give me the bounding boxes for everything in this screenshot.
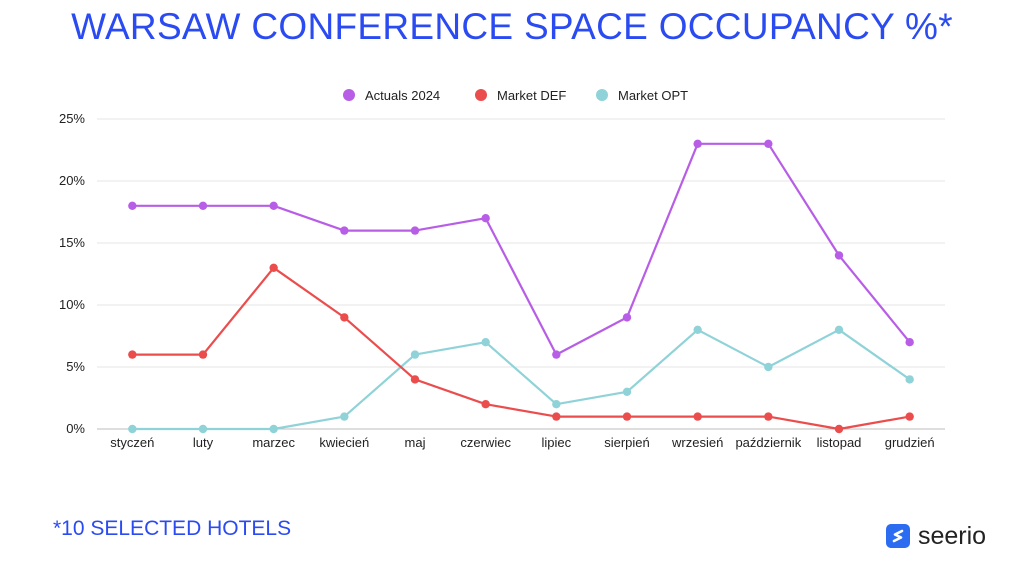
data-point: [905, 375, 914, 384]
x-tick-label: sierpień: [604, 435, 650, 450]
x-tick-label: kwiecień: [319, 435, 369, 450]
data-point: [693, 412, 702, 421]
legend-marker: [475, 89, 487, 101]
legend-label: Actuals 2024: [365, 88, 440, 103]
legend-label: Market OPT: [618, 88, 688, 103]
y-axis-ticks: 0% 5% 10% 15% 20% 25%: [59, 111, 85, 436]
y-tick-label: 15%: [59, 235, 85, 250]
data-point: [764, 362, 773, 372]
data-point: [834, 325, 844, 334]
data-point: [198, 424, 208, 434]
data-point: [269, 263, 278, 272]
x-tick-label: marzec: [252, 435, 295, 450]
x-tick-label: lipiec: [542, 435, 572, 450]
data-point: [269, 201, 278, 210]
data-point: [481, 338, 490, 347]
y-tick-label: 5%: [66, 359, 85, 374]
data-point: [128, 201, 137, 210]
data-point: [905, 412, 914, 421]
data-point: [410, 350, 420, 359]
data-point: [834, 424, 844, 434]
x-tick-label: styczeń: [110, 435, 154, 450]
y-tick-label: 20%: [59, 173, 85, 188]
data-point: [128, 424, 137, 434]
series-line: [132, 328, 911, 431]
brand-name: seerio: [918, 521, 987, 550]
data-point: [552, 412, 561, 421]
chart-title: WARSAW CONFERENCE SPACE OCCUPANCY %*: [71, 6, 953, 47]
x-tick-label: luty: [193, 435, 214, 450]
series-layer: [128, 139, 914, 434]
data-point: [269, 424, 278, 434]
data-point: [128, 350, 137, 359]
data-point: [622, 412, 632, 421]
series-line: [132, 266, 910, 431]
grid-lines: [97, 118, 945, 430]
data-point: [340, 412, 349, 421]
legend-marker: [596, 89, 608, 101]
data-point: [410, 375, 420, 384]
data-point: [764, 412, 773, 421]
data-point: [481, 214, 490, 223]
x-tick-label: grudzień: [885, 435, 935, 450]
legend-marker: [343, 89, 355, 101]
data-point: [410, 226, 420, 235]
data-point: [340, 226, 349, 235]
data-point: [552, 400, 561, 409]
data-point: [693, 325, 702, 334]
legend-label: Market DEF: [497, 88, 566, 103]
data-point: [905, 338, 914, 347]
y-tick-label: 10%: [59, 297, 85, 312]
x-axis-ticks: styczeń luty marzec kwiecień maj czerwiec lipi…: [110, 435, 934, 450]
footnote: *10 SELECTED HOTELS: [53, 517, 292, 540]
series-line: [132, 142, 911, 356]
data-point: [622, 387, 632, 396]
data-point: [622, 313, 632, 322]
data-point: [481, 400, 490, 409]
data-point: [340, 313, 349, 322]
data-point: [834, 251, 844, 260]
y-tick-label: 25%: [59, 111, 85, 126]
y-tick-label: 0%: [66, 421, 85, 436]
data-point: [693, 139, 702, 148]
x-tick-label: październik: [735, 435, 801, 450]
data-point: [552, 350, 561, 359]
line-chart: 0% 5% 10% 15% 20% 25% styczeń luty marzec kwieci…: [59, 88, 945, 450]
x-tick-label: listopad: [817, 435, 862, 450]
data-point: [764, 139, 773, 148]
data-point: [198, 201, 208, 210]
x-tick-label: maj: [405, 435, 426, 450]
legend: Actuals 2024 Market DEF Market OPT: [343, 88, 688, 103]
x-tick-label: wrzesień: [671, 435, 723, 450]
x-tick-label: czerwiec: [460, 435, 511, 450]
data-point: [198, 350, 208, 359]
brand-logo: seerio: [886, 520, 986, 552]
s-logo-icon: [886, 524, 910, 548]
